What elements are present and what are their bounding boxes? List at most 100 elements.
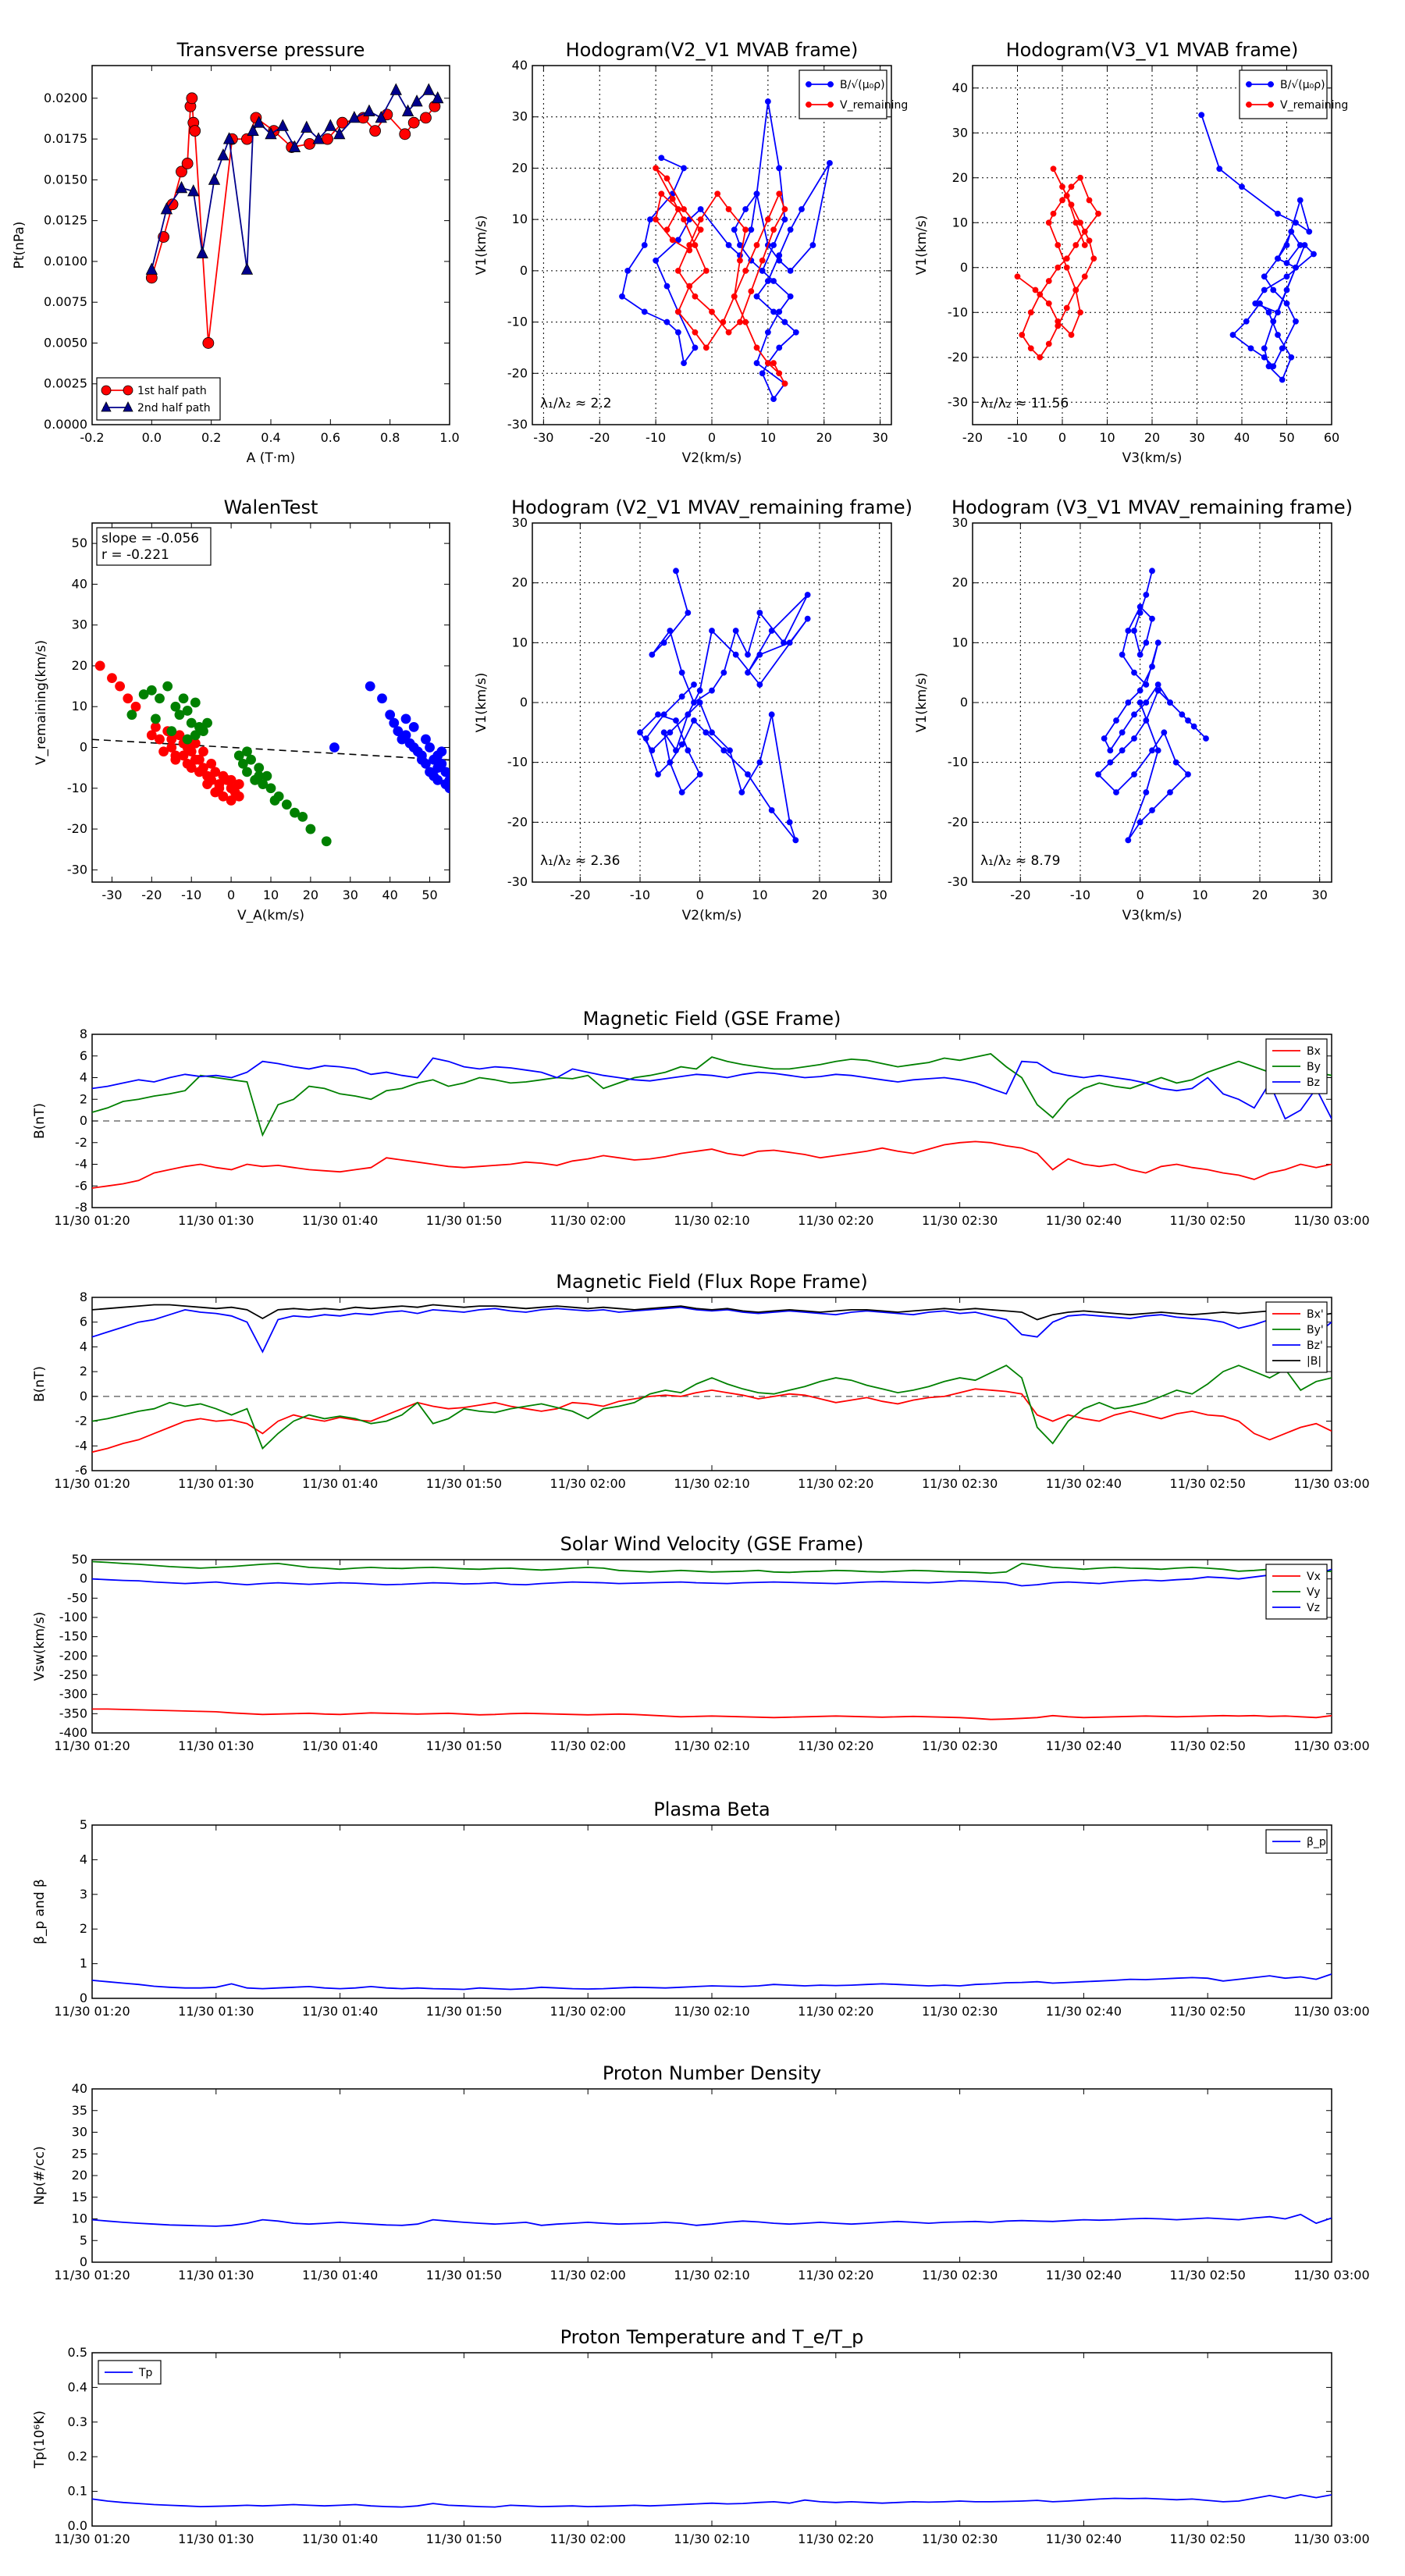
y-tick-label: -10 xyxy=(507,755,528,770)
data-point xyxy=(660,711,667,718)
data-point xyxy=(781,380,788,387)
data-point xyxy=(1136,819,1144,826)
y-tick-label: 0.0075 xyxy=(44,294,87,309)
data-point xyxy=(748,288,755,295)
x-tick-label: 11/30 02:20 xyxy=(798,2004,873,2019)
x-tick-label: 11/30 03:00 xyxy=(1293,2532,1369,2546)
data-point xyxy=(123,693,133,704)
series-line xyxy=(92,1388,1332,1453)
y-tick-label: -30 xyxy=(507,417,528,432)
x-tick-label: 11/30 01:40 xyxy=(302,2268,378,2282)
plot-area xyxy=(92,1560,1332,1720)
eigenvalue-ratio: λ₁/λ₂ ≈ 2.36 xyxy=(540,853,620,869)
x-tick-label: -30 xyxy=(101,888,122,902)
x-tick-label: 20 xyxy=(303,888,318,902)
y-tick-label: 4 xyxy=(80,1070,87,1085)
data-point xyxy=(175,180,188,194)
plot-frame xyxy=(91,1559,1332,1734)
data-point xyxy=(667,759,674,766)
data-point xyxy=(653,165,660,172)
data-point xyxy=(756,681,763,688)
data-point xyxy=(145,262,158,275)
x-tick-label: 11/30 01:20 xyxy=(54,1476,130,1491)
x-tick-label: 0 xyxy=(708,430,716,445)
y-tick-label: 0.0100 xyxy=(44,254,87,269)
x-tick-label: 11/30 02:10 xyxy=(674,1476,749,1491)
data-point xyxy=(1268,81,1274,87)
x-tick-label: 0.8 xyxy=(380,430,400,445)
data-point xyxy=(1136,610,1144,616)
y-tick-label: 10 xyxy=(952,215,968,229)
data-point xyxy=(1055,242,1062,248)
y-tick-label: -30 xyxy=(948,874,968,889)
x-tick-label: -10 xyxy=(181,888,201,902)
data-point xyxy=(1297,242,1304,248)
data-point xyxy=(115,681,126,692)
chart-bfr: -6 -4 -2 0 2 4 6 8 11/30 01:20 11/30 01:30 11/30 0… xyxy=(32,1271,1370,1491)
plot-area xyxy=(92,2213,1332,2227)
x-tick-label: 0 xyxy=(227,888,235,902)
y-tick-label: 0.2 xyxy=(68,2449,87,2464)
x-tick-label: 11/30 02:20 xyxy=(798,2268,873,2282)
x-tick-label: 0.2 xyxy=(201,430,221,445)
y-tick-label: -4 xyxy=(75,1438,87,1453)
y-tick-label: 0.0125 xyxy=(44,213,87,228)
chart-np: 0 5 10 15 20 25 30 35 40 11/30 01:20 11/30 01:30 11… xyxy=(32,2062,1370,2282)
legend-label: β_p xyxy=(1307,1836,1326,1848)
data-point xyxy=(1131,771,1137,777)
x-tick-label: 10 xyxy=(1099,430,1115,445)
y-tick-label: 0.0175 xyxy=(44,131,87,146)
y-tick-label: 0.0150 xyxy=(44,172,87,187)
y-tick-label: 15 xyxy=(72,2190,87,2204)
data-point xyxy=(226,795,237,806)
data-point xyxy=(720,318,727,326)
data-point xyxy=(1136,687,1144,694)
x-tick-label: 11/30 02:50 xyxy=(1170,2532,1246,2546)
x-tick-label: 11/30 03:00 xyxy=(1293,1213,1369,1228)
x-axis-label: A (T·m) xyxy=(247,450,296,466)
data-point xyxy=(709,628,715,634)
y-tick-label: 0.0025 xyxy=(44,376,87,391)
y-tick-label: 8 xyxy=(80,1290,87,1304)
data-point xyxy=(1119,651,1126,658)
legend: B/√(μ₀ρ) V_remaining xyxy=(799,69,908,119)
plot-area xyxy=(92,2494,1332,2508)
x-tick-label: -20 xyxy=(962,430,983,445)
y-axis-label: β_p and β xyxy=(32,1879,48,1944)
x-tick-label: 40 xyxy=(1234,430,1250,445)
series-line xyxy=(92,1304,1332,1321)
y-tick-label: 0.1 xyxy=(68,2484,87,2499)
data-point xyxy=(237,759,248,769)
data-point xyxy=(1113,789,1119,795)
data-point xyxy=(776,308,783,315)
data-point xyxy=(1125,628,1132,634)
chart-title: Magnetic Field (Flux Rope Frame) xyxy=(556,1271,867,1293)
y-tick-label: 30 xyxy=(952,125,968,140)
data-point xyxy=(246,754,256,765)
x-tick-label: 11/30 02:30 xyxy=(922,1476,998,1491)
data-point xyxy=(377,693,387,704)
y-tick-label: 20 xyxy=(952,170,968,185)
data-point xyxy=(653,257,660,264)
data-point xyxy=(709,308,715,315)
plot-frame xyxy=(91,65,450,425)
y-axis-label: Vsw(km/s) xyxy=(32,1612,48,1681)
data-point xyxy=(1216,165,1223,173)
data-point xyxy=(178,693,189,704)
data-point xyxy=(176,165,187,178)
data-point xyxy=(1154,747,1161,754)
data-point xyxy=(1261,286,1268,294)
data-point xyxy=(827,159,833,166)
data-point xyxy=(101,401,112,412)
series-line xyxy=(1016,168,1100,359)
data-point xyxy=(764,360,771,367)
data-point xyxy=(776,344,783,351)
series-line xyxy=(92,2494,1332,2508)
data-point xyxy=(130,701,141,712)
plot-frame xyxy=(91,1297,1332,1471)
x-tick-label: 11/30 01:20 xyxy=(54,2532,130,2546)
plot-area xyxy=(145,83,444,349)
data-point xyxy=(94,660,105,671)
